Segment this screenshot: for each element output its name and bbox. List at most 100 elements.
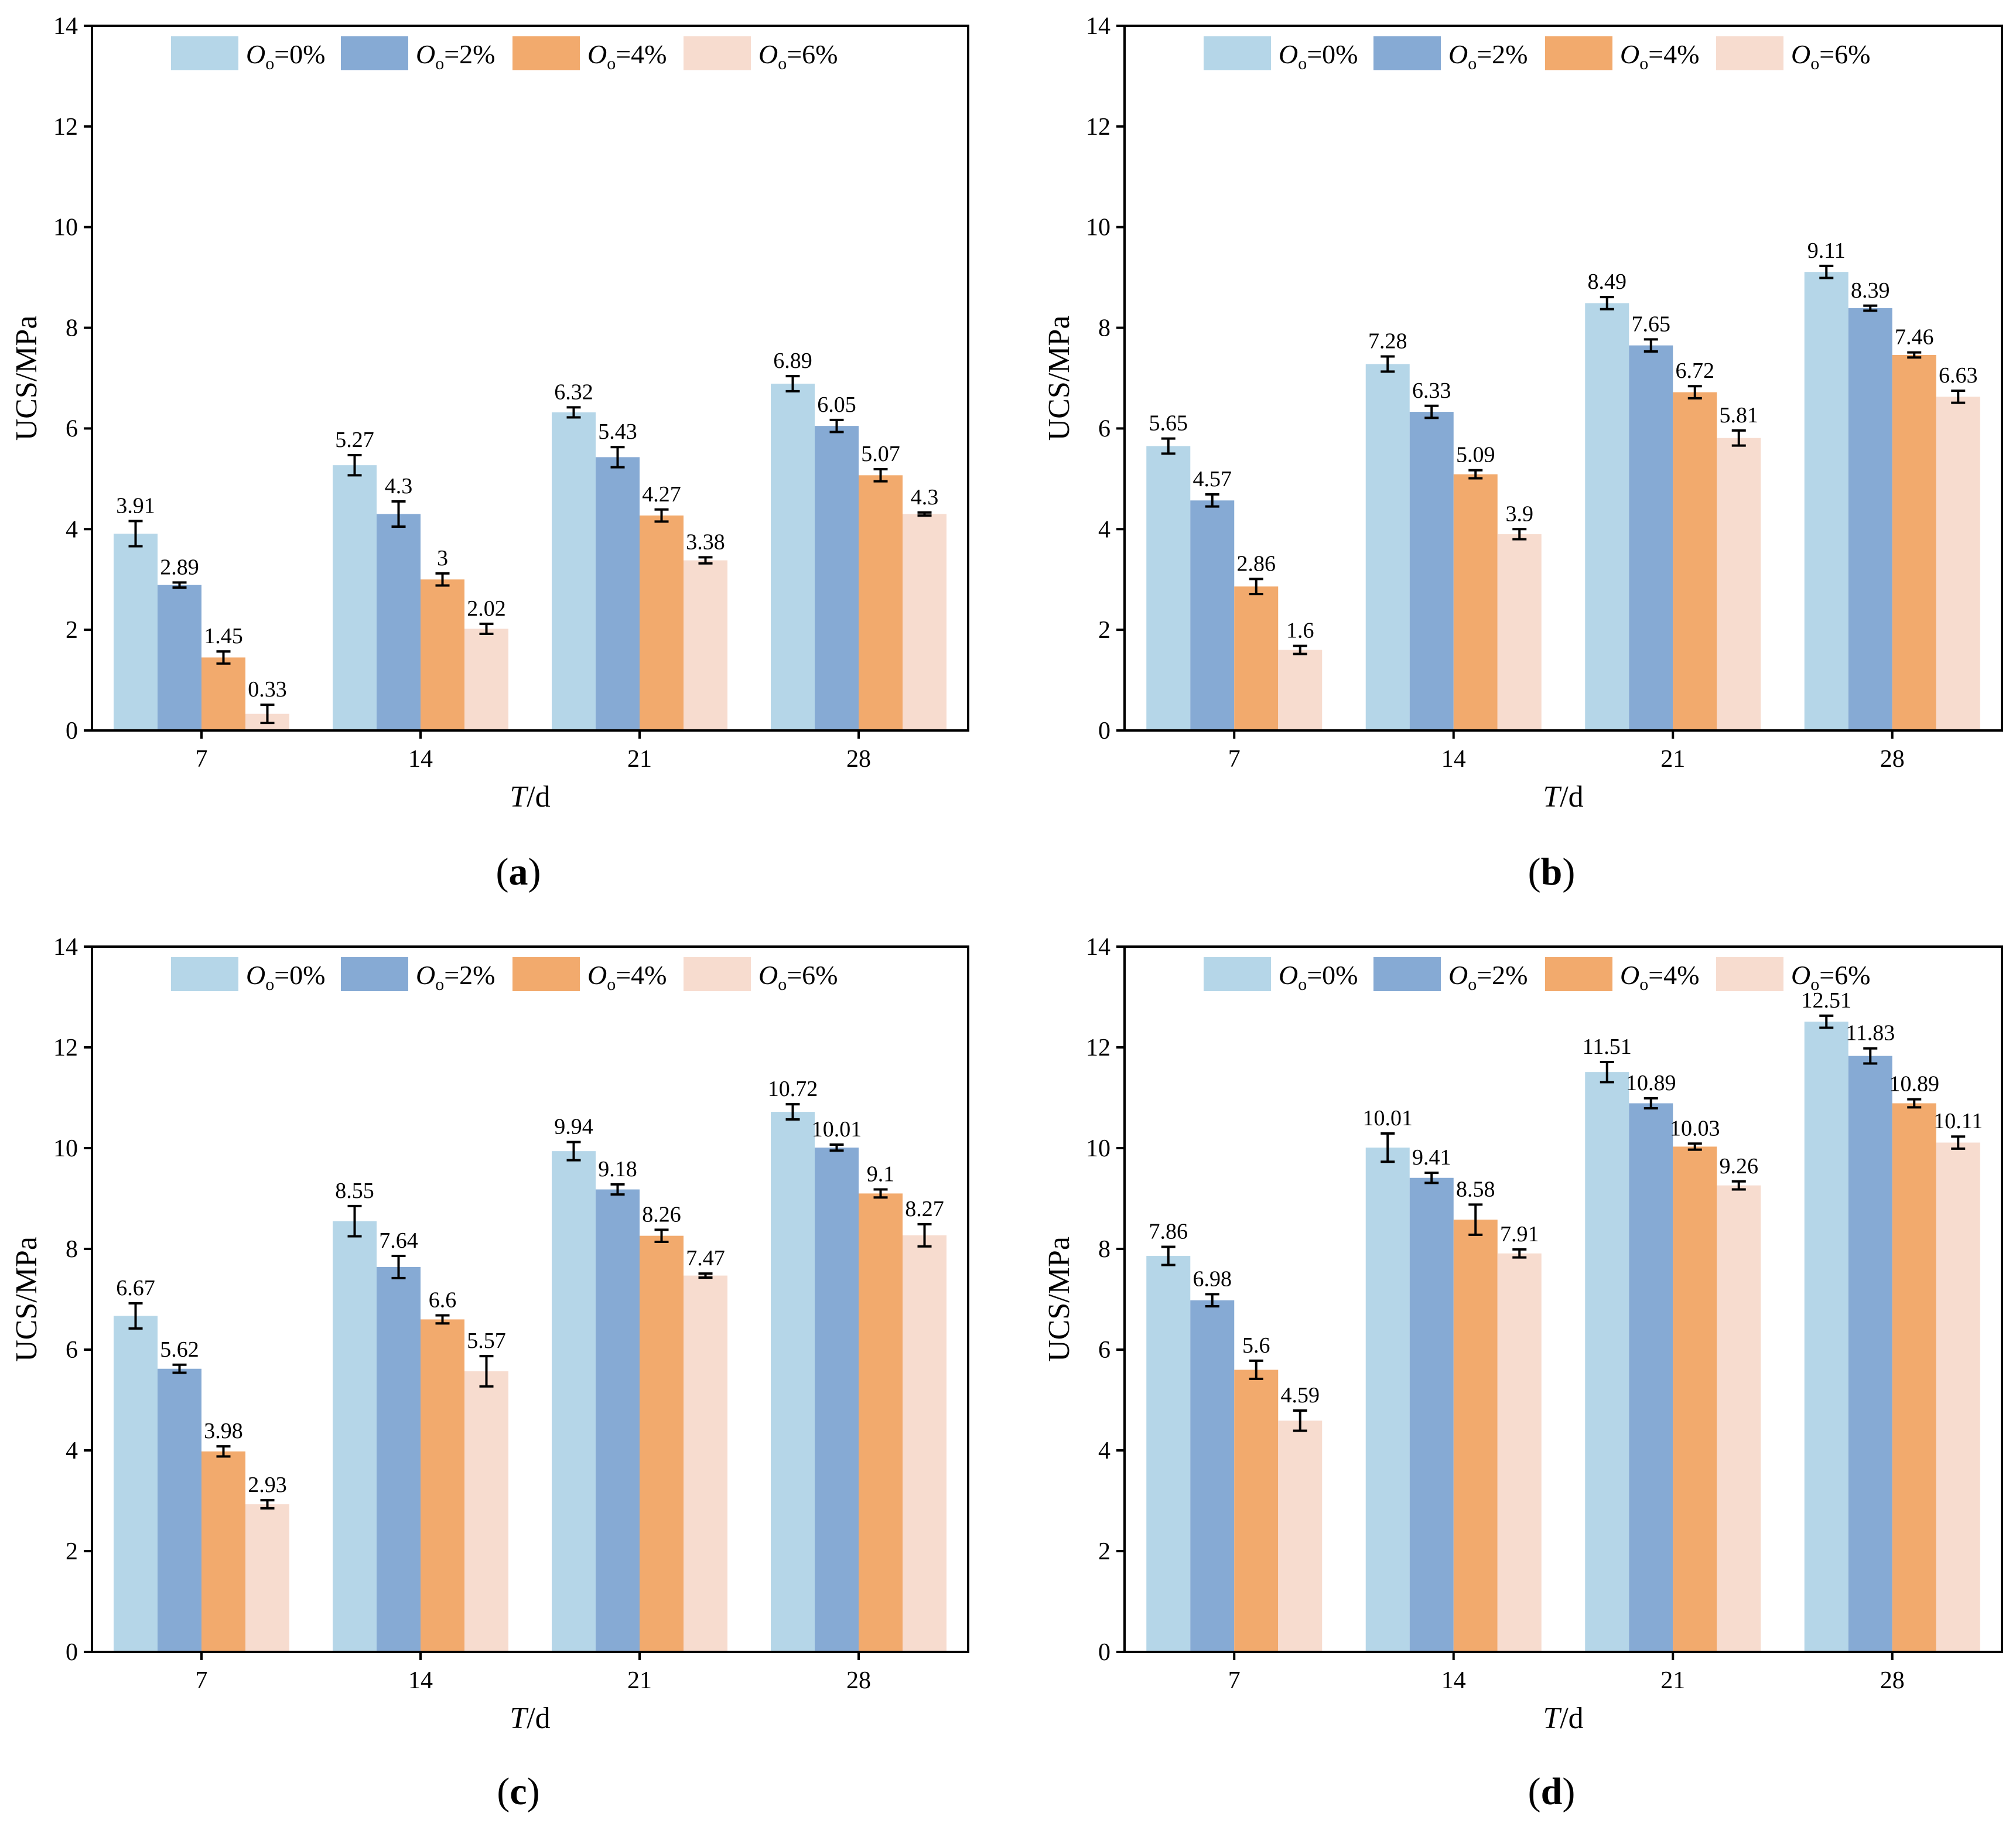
y-tick-label: 4: [66, 1437, 78, 1464]
data-label: 9.26: [1720, 1154, 1759, 1179]
x-axis-title: T/d: [510, 780, 550, 814]
error-bar: [1731, 1180, 1746, 1191]
y-tick-label: 10: [1086, 214, 1110, 241]
bar: [1673, 392, 1717, 730]
error-bar: [1293, 1409, 1307, 1432]
y-tick-label: 10: [53, 1135, 78, 1162]
bar: [377, 1266, 421, 1652]
x-tick-label: 7: [1228, 1667, 1241, 1694]
bar: [552, 1151, 596, 1652]
plot-frame: [91, 945, 969, 1653]
data-label: 5.43: [598, 419, 637, 444]
legend-item: Oo=4%: [512, 957, 667, 994]
error-bar: [216, 1445, 231, 1458]
error-bar: [654, 508, 669, 523]
legend-item: Oo=6%: [1716, 957, 1871, 994]
y-tick-label: 12: [1086, 114, 1110, 141]
bar: [201, 657, 245, 730]
data-label: 6.89: [773, 349, 812, 373]
data-label: 5.27: [335, 428, 374, 452]
data-label: 8.26: [642, 1202, 681, 1227]
bar: [684, 560, 727, 730]
error-bar: [391, 500, 406, 528]
legend-item: Oo=6%: [684, 36, 838, 73]
bar: [1892, 354, 1936, 730]
data-label: 2.89: [160, 555, 199, 579]
y-tick-label: 6: [1098, 1337, 1110, 1364]
x-tick-label: 28: [846, 1667, 871, 1694]
error-bar: [566, 1141, 581, 1162]
error-bar: [1951, 389, 1966, 404]
legend-swatch: [171, 957, 238, 991]
x-tick-label: 28: [1880, 1667, 1905, 1694]
data-label: 0.33: [248, 677, 287, 702]
bar: [1234, 1370, 1279, 1652]
error-bar: [873, 1188, 888, 1199]
data-label: 5.6: [1242, 1333, 1270, 1358]
y-tick-label: 0: [66, 718, 78, 745]
error-bar: [1863, 1047, 1878, 1065]
y-tick-label: 12: [53, 114, 78, 141]
legend-swatch: [512, 957, 580, 991]
bar: [640, 515, 684, 730]
error-bar: [1863, 304, 1878, 312]
data-label: 12.51: [1802, 988, 1852, 1013]
error-bar: [1205, 493, 1219, 508]
data-label: 4.27: [642, 482, 681, 507]
error-bar: [566, 406, 581, 419]
error-bar: [435, 572, 450, 587]
panel-caption: (b): [1528, 851, 1576, 893]
error-bar: [1512, 1248, 1527, 1259]
data-label: 10.89: [1889, 1072, 1940, 1097]
bar: [1892, 1103, 1936, 1652]
plot-frame: [91, 25, 969, 732]
legend-label: Oo=0%: [1279, 39, 1358, 73]
x-tick-label: 28: [846, 746, 871, 773]
error-bar: [1381, 355, 1395, 373]
legend-label: Oo=6%: [758, 960, 838, 994]
x-tick-label: 14: [408, 746, 433, 773]
chart-panel-a: 3.91 5.27 6.32 6.89 2.89 4.3 5.43 6.05 1.45 3 4.27…: [10, 13, 969, 893]
legend-swatch: [1373, 957, 1441, 991]
bar: [114, 1316, 158, 1652]
bar: [1146, 1256, 1191, 1652]
error-bar: [698, 1272, 713, 1279]
bar: [1409, 412, 1454, 730]
legend-swatch: [1373, 36, 1441, 70]
bar: [1278, 1421, 1323, 1652]
data-label: 5.07: [861, 442, 900, 466]
error-bar: [917, 511, 932, 517]
legend-item: Oo=0%: [171, 36, 326, 73]
bar: [377, 514, 421, 730]
plot-frame: [1123, 25, 2003, 732]
x-tick-label: 21: [1660, 746, 1685, 773]
legend-item: Oo=2%: [341, 957, 496, 994]
error-bar: [1643, 338, 1658, 353]
error-bar: [654, 1228, 669, 1243]
data-label: 9.1: [867, 1162, 895, 1187]
legend-label: Oo=4%: [587, 960, 667, 994]
error-bar: [128, 1302, 143, 1330]
legend-item: Oo=4%: [512, 36, 667, 73]
y-tick-label: 8: [1098, 1236, 1110, 1263]
data-label: 10.72: [768, 1077, 818, 1101]
data-label: 6.6: [429, 1288, 457, 1313]
error-bar: [1643, 1097, 1658, 1110]
data-label: 7.28: [1368, 329, 1407, 354]
panel-caption: (c): [497, 1770, 539, 1813]
chart-panel-b: 5.65 7.28 8.49 9.11 4.57 6.33 7.65 8.39 2.86 5.09…: [1043, 13, 2003, 893]
bar: [1717, 1185, 1761, 1652]
legend-item: Oo=0%: [1204, 36, 1358, 73]
legend-swatch: [1545, 957, 1612, 991]
data-label: 6.67: [116, 1276, 155, 1300]
y-tick-label: 4: [66, 516, 78, 543]
y-tick-label: 0: [1098, 718, 1110, 745]
bar: [1629, 1103, 1673, 1652]
bar: [1278, 650, 1323, 730]
y-tick-label: 10: [53, 214, 78, 241]
bar: [1497, 1253, 1542, 1652]
legend-label: Oo=0%: [246, 39, 326, 73]
legend-item: Oo=6%: [1716, 36, 1871, 73]
y-tick-label: 0: [1098, 1639, 1110, 1666]
bar: [1936, 397, 1980, 730]
